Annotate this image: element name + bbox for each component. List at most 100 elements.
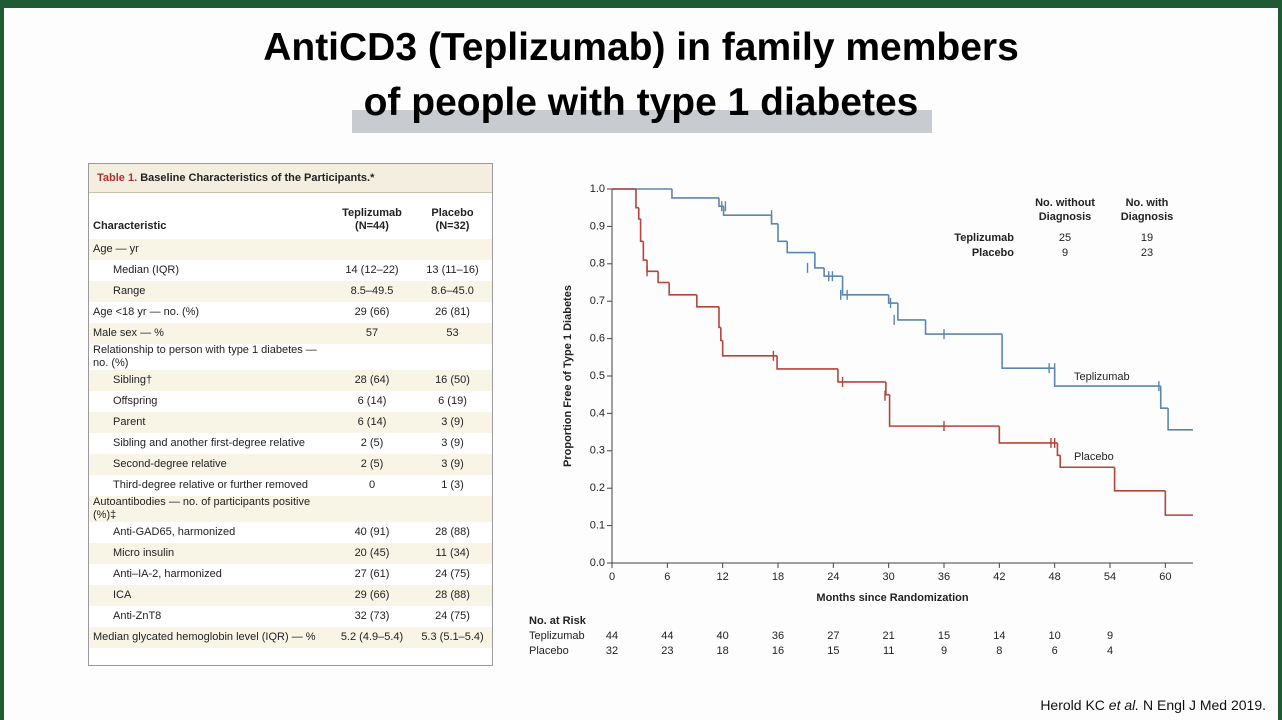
survival-step: [885, 381, 890, 396]
y-tick-label: 0.0: [590, 557, 605, 569]
cell: 1 (3): [441, 479, 464, 491]
table-row: Second-degree relative 2 (5) 3 (9): [89, 454, 492, 475]
table-row: Sibling† 28 (64) 16 (50): [89, 370, 492, 391]
survival-step: [718, 306, 721, 329]
survival-step: [1059, 455, 1115, 469]
table-row: Male sex — % 57 53: [89, 323, 492, 344]
row-label: ICA: [113, 589, 132, 601]
cell: 28 (64): [354, 374, 390, 386]
at-risk-count: 18: [717, 645, 729, 657]
series-label: Placebo: [1074, 451, 1114, 463]
x-axis-label: Months since Randomization: [816, 592, 968, 604]
y-tick-label: 0.2: [590, 482, 605, 494]
row-label: Median (IQR): [113, 264, 180, 276]
at-risk-label: Placebo: [529, 645, 569, 657]
cell: 24 (75): [435, 568, 470, 580]
survival-step: [637, 207, 641, 220]
x-tick-label: 36: [938, 571, 950, 583]
cell: 3 (9): [441, 458, 464, 470]
table-caption: Baseline Characteristics of the Particip…: [140, 172, 375, 184]
summary-cell: 23: [1141, 247, 1153, 259]
cell: 29 (66): [354, 589, 390, 601]
y-tick-label: 0.6: [590, 333, 605, 345]
table-number: Table 1.: [97, 172, 138, 184]
survival-step: [668, 282, 697, 296]
table-row: Offspring 6 (14) 6 (19): [89, 391, 492, 412]
survival-step: [998, 426, 1058, 444]
row-label: Third-degree relative or further removed: [113, 479, 309, 491]
row-label: Male sex — %: [93, 327, 164, 339]
title-highlight: [352, 110, 932, 133]
y-tick-label: 0.5: [590, 370, 605, 382]
table-body: Age — yr Median (IQR) 14 (12–22) 13 (11–16)…: [89, 239, 492, 648]
cell: 40 (91): [354, 526, 390, 538]
cell: 5.3 (5.1–5.4): [421, 631, 484, 643]
x-tick-label: 42: [993, 571, 1005, 583]
citation-text: Herold KC: [1040, 697, 1109, 713]
at-risk-count: 8: [996, 645, 1002, 657]
row-label: Autoantibodies — no. of participants pos…: [93, 496, 311, 521]
citation-text: N Engl J Med 2019.: [1139, 697, 1266, 713]
table-row: Parent 6 (14) 3 (9): [89, 412, 492, 433]
survival-step: [696, 294, 719, 308]
summary-header: No. with Diagnosis: [1120, 197, 1174, 223]
survival-step: [720, 327, 723, 342]
table-row: Micro insulin 20 (45) 11 (34): [89, 543, 492, 564]
row-label: Anti-ZnT8: [113, 610, 162, 622]
x-tick-label: 12: [717, 571, 729, 583]
survival-step: [814, 252, 825, 269]
title-line: AntiCD3 (Teplizumab) in family members: [263, 26, 1019, 69]
title-line: of people with type 1 diabetes: [363, 81, 919, 124]
survival-step: [1053, 368, 1161, 387]
survival-step: [1164, 490, 1193, 516]
cell: 29 (66): [354, 306, 390, 318]
survival-step: [1113, 467, 1166, 492]
table-row: Median (IQR) 14 (12–22) 13 (11–16): [89, 260, 492, 281]
row-label: Micro insulin: [113, 547, 175, 559]
cell: 26 (81): [435, 306, 470, 318]
row-label: Range: [113, 285, 146, 297]
row-label: Age <18 yr — no. (%): [93, 306, 200, 318]
cell: 16 (50): [435, 374, 470, 386]
survival-step: [897, 303, 926, 321]
row-label: Sibling and another first-degree relativ…: [113, 437, 306, 449]
table-row: Relationship to person with type 1 diabe…: [89, 344, 492, 370]
survival-step: [770, 215, 778, 225]
x-tick-label: 6: [664, 571, 670, 583]
cell: 53: [446, 327, 459, 339]
row-label: Second-degree relative: [113, 458, 227, 470]
y-tick-label: 0.9: [590, 220, 605, 232]
cell: 2 (5): [360, 458, 384, 470]
row-label: Offspring: [113, 395, 158, 407]
column-header: Placebo (N=32): [431, 207, 474, 232]
column-header: Teplizumab (N=44): [342, 207, 402, 232]
table-row: Age <18 yr — no. (%) 29 (66) 26 (81): [89, 302, 492, 323]
at-risk-count: 23: [661, 645, 673, 657]
cell: 0: [368, 479, 376, 491]
survival-step: [776, 355, 838, 370]
cell: 57: [365, 327, 379, 339]
survival-step: [786, 241, 815, 254]
at-risk-count: 44: [606, 630, 618, 642]
summary-row-label: Teplizumab: [954, 232, 1014, 244]
at-risk-count: 10: [1049, 630, 1061, 642]
table-row: Range 8.5–49.5 8.6–45.0: [89, 281, 492, 302]
cell: 5.2 (4.9–5.4): [340, 631, 404, 643]
at-risk-count: 40: [717, 630, 729, 642]
cell: 3 (9): [441, 437, 464, 449]
row-label: Parent: [113, 416, 146, 428]
cell: 11 (34): [435, 547, 470, 559]
at-risk-count: 15: [827, 645, 839, 657]
baseline-table: Table 1. Baseline Characteristics of the…: [88, 163, 493, 666]
cell: 8.5–49.5: [350, 285, 394, 297]
table-row: Age — yr: [89, 239, 492, 260]
survival-step: [646, 260, 659, 273]
survival-step: [671, 189, 719, 199]
table-row: ICA 29 (66) 28 (88): [89, 585, 492, 606]
y-tick-label: 0.3: [590, 445, 605, 457]
at-risk-count: 9: [941, 645, 947, 657]
cell: 3 (9): [441, 416, 464, 428]
x-tick-label: 24: [827, 571, 839, 583]
x-tick-label: 60: [1159, 571, 1171, 583]
